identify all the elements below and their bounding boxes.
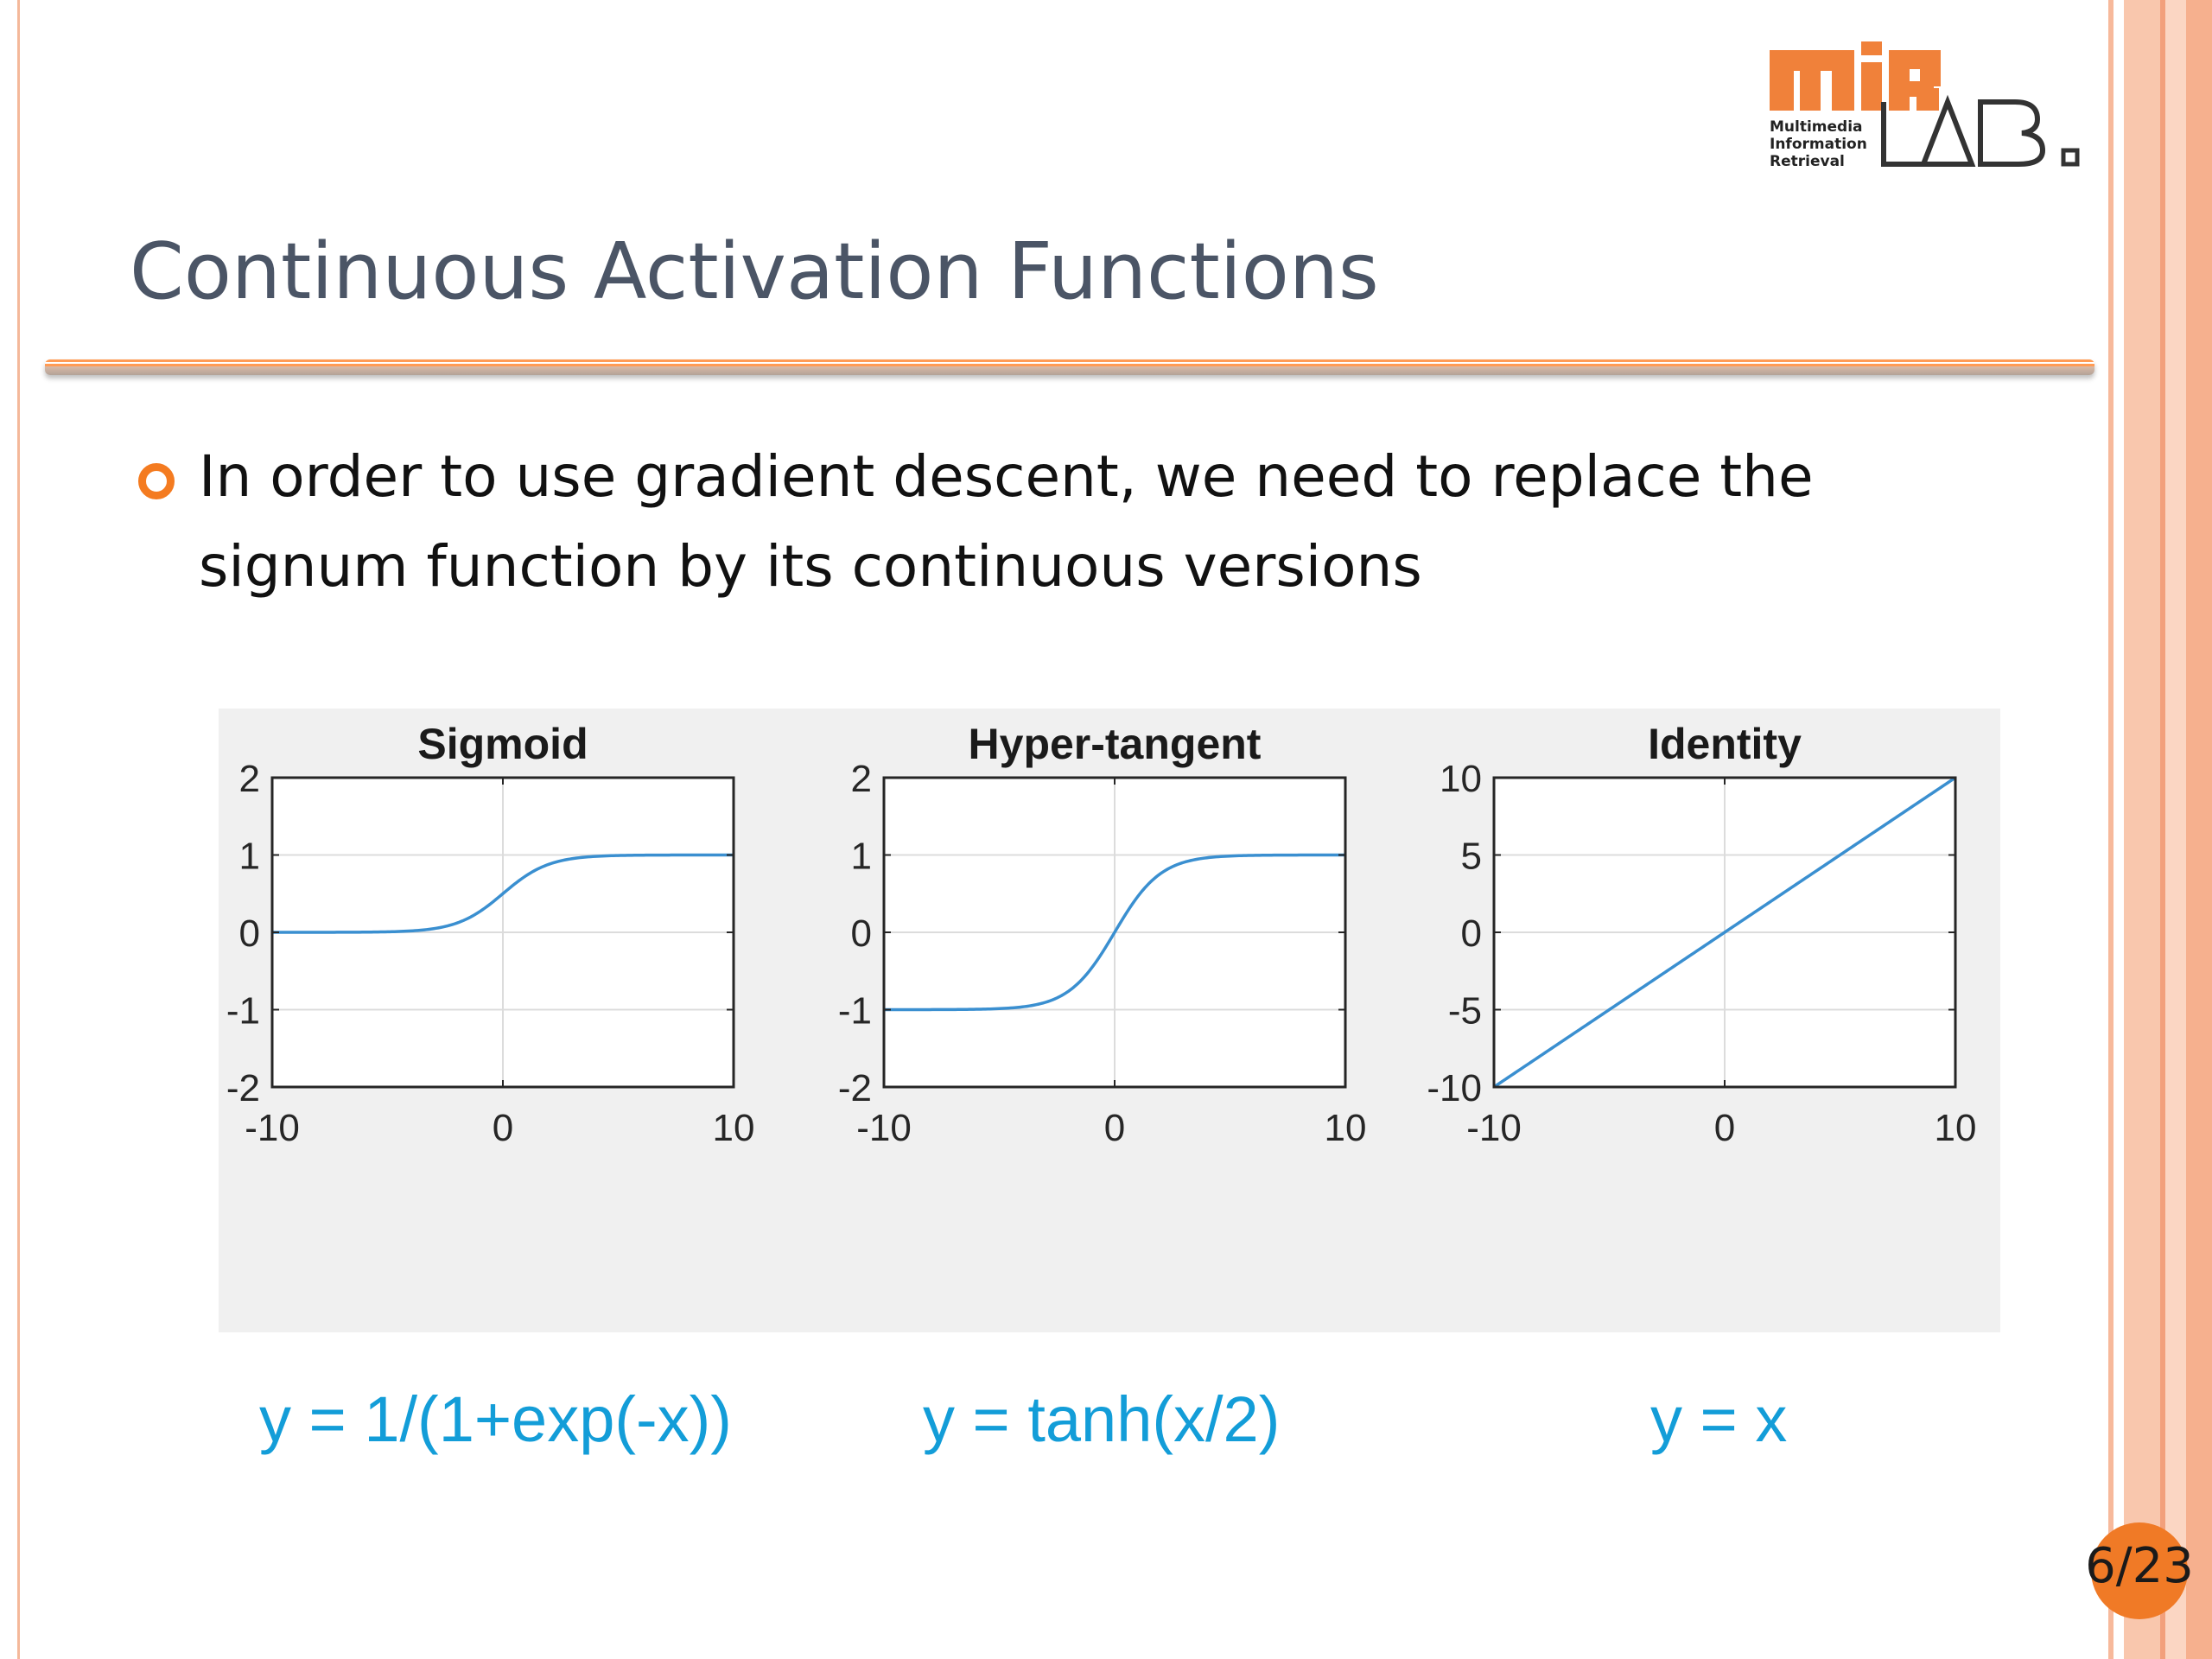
logo-subtitle-line-2: Information [1770,136,1867,153]
identity-title: Identity [1648,720,1802,768]
hyper-tangent-curve [884,853,1345,1012]
logo-subtitle-line-1: Multimedia [1770,118,1863,136]
sigmoid-ytick-label-3: 1 [239,836,260,878]
sigmoid-ytick-label-1: -1 [226,990,260,1033]
bullet-text: In order to use gradient descent, we nee… [199,443,1814,600]
hyper-tangent-ytick-label-0: -2 [838,1067,872,1109]
sigmoid-ytick-label-4: 2 [239,758,260,800]
sigmoid-ytick-label-0: -2 [226,1067,260,1109]
slide-border-right [2108,0,2212,1659]
identity-xtick-label-1: 0 [1714,1107,1735,1149]
sigmoid-formula: y = 1/(1+exp(-x)) [259,1383,732,1455]
hyper-tangent-xtick-label-0: -10 [856,1107,912,1149]
hyper-tangent-title: Hyper-tangent [969,720,1262,768]
slide-title: Continuous Activation Functions [130,226,1379,317]
slide-border-left [0,0,24,1659]
sigmoid-xtick-label-2: 10 [713,1107,755,1149]
logo-subtitle: Multimedia Information Retrieval [1770,118,1867,170]
activation-charts-figure: -10 0 10 -2 -1 0 1 2 Sigmoid -10 0 10 -2 -1 0 1 2 Hyper-t… [219,709,2000,1332]
identity-ytick-label-1: -5 [1448,990,1482,1033]
identity-ytick-label-0: -10 [1427,1067,1482,1109]
sigmoid-ytick-label-2: 0 [239,912,260,955]
logo-subtitle-line-3: Retrieval [1770,153,1845,170]
page-number-badge [2091,1522,2188,1619]
page-number: 6/23 [2085,1538,2194,1594]
bullet-circle-icon [138,463,175,499]
tanh-formula: y = tanh(x/2) [923,1383,1281,1455]
hyper-tangent-ytick-label-3: 1 [851,836,872,878]
identity-xtick-label-2: 10 [1935,1107,1977,1149]
identity-ytick-label-3: 5 [1461,836,1482,878]
hyper-tangent-xtick-label-2: 10 [1325,1107,1367,1149]
identity-formula: y = x [1650,1383,1788,1455]
sigmoid-curve [272,853,734,934]
sigmoid-xtick-label-1: 0 [493,1107,513,1149]
hyper-tangent-ytick-label-1: -1 [838,990,872,1033]
identity-ytick-label-2: 0 [1461,912,1482,955]
identity-xtick-label-0: -10 [1466,1107,1522,1149]
identity-curve [1493,776,1956,1089]
sigmoid-title: Sigmoid [417,720,588,768]
hyper-tangent-ytick-label-4: 2 [851,758,872,800]
hyper-tangent-xtick-label-1: 0 [1104,1107,1125,1149]
hyper-tangent-ytick-label-2: 0 [851,912,872,955]
title-divider [45,359,2094,375]
identity-ytick-label-4: 10 [1440,758,1482,800]
mirlab-logo: Multimedia Information Retrieval [1770,41,2080,170]
sigmoid-xtick-label-0: -10 [245,1107,300,1149]
